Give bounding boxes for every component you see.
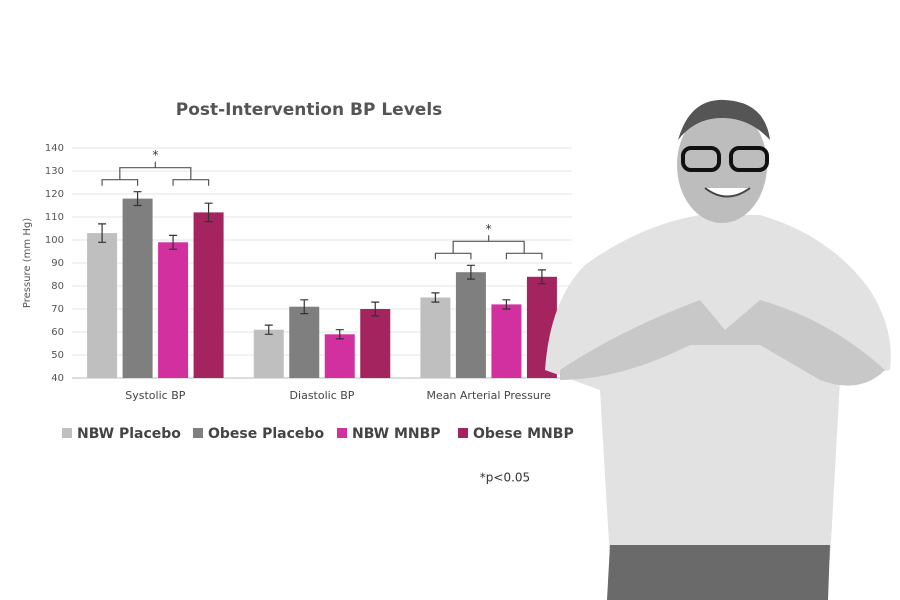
significance-mark: * bbox=[486, 222, 492, 236]
glasses-left bbox=[681, 146, 721, 172]
legend-swatch bbox=[458, 428, 468, 438]
bar bbox=[324, 334, 355, 378]
jeans bbox=[607, 545, 830, 600]
error-bar bbox=[466, 264, 475, 280]
error-bar bbox=[169, 234, 178, 250]
bar bbox=[360, 309, 391, 378]
error-bar bbox=[300, 299, 309, 315]
error-bar bbox=[335, 329, 344, 340]
hair bbox=[678, 99, 770, 140]
bar bbox=[122, 198, 153, 378]
legend-swatch bbox=[193, 428, 203, 438]
y-tick-label: 70 bbox=[51, 304, 64, 315]
legend-label: NBW Placebo bbox=[77, 426, 181, 442]
legend-label: Obese MNBP bbox=[473, 426, 574, 442]
error-bar bbox=[431, 292, 440, 303]
legend-label: NBW MNBP bbox=[352, 426, 441, 442]
legend-label: Obese Placebo bbox=[208, 426, 324, 442]
error-bar bbox=[537, 269, 546, 285]
significance-bracket bbox=[101, 161, 210, 186]
y-tick-label: 80 bbox=[51, 281, 64, 292]
x-tick-label: Mean Arterial Pressure bbox=[426, 389, 551, 402]
y-tick-label: 120 bbox=[45, 189, 64, 200]
bar bbox=[491, 304, 522, 378]
error-bar bbox=[502, 299, 511, 310]
y-tick-label: 130 bbox=[45, 166, 64, 177]
y-tick-label: 110 bbox=[45, 212, 64, 223]
error-bar bbox=[264, 324, 273, 335]
head bbox=[677, 107, 767, 223]
y-tick-label: 50 bbox=[51, 350, 64, 361]
bar bbox=[420, 297, 451, 378]
legend-swatch bbox=[62, 428, 72, 438]
bar bbox=[289, 306, 320, 378]
footnote: *p<0.05 bbox=[480, 471, 530, 485]
error-bar bbox=[133, 191, 142, 207]
bar bbox=[87, 233, 118, 378]
significance-mark: * bbox=[152, 148, 158, 162]
bar bbox=[158, 242, 189, 378]
bar bbox=[253, 329, 284, 378]
chart-title: Post-Intervention BP Levels bbox=[176, 100, 443, 120]
photo bbox=[545, 99, 891, 600]
error-bar bbox=[371, 301, 380, 317]
error-bar bbox=[204, 202, 213, 223]
y-tick-label: 60 bbox=[51, 327, 64, 338]
y-tick-label: 90 bbox=[51, 258, 64, 269]
error-bar bbox=[98, 223, 107, 243]
legend-swatch bbox=[337, 428, 347, 438]
x-tick-label: Systolic BP bbox=[125, 389, 185, 402]
bar bbox=[455, 272, 486, 378]
x-tick-label: Diastolic BP bbox=[290, 389, 355, 402]
shirt bbox=[545, 215, 891, 560]
y-tick-label: 140 bbox=[45, 143, 64, 154]
significance-bracket bbox=[434, 235, 543, 260]
y-tick-label: 40 bbox=[51, 373, 64, 384]
glasses-right bbox=[729, 146, 769, 172]
arms bbox=[560, 300, 885, 386]
y-tick-label: 100 bbox=[45, 235, 64, 246]
y-axis-label: Pressure (mm Hg) bbox=[22, 218, 33, 308]
smile bbox=[704, 187, 751, 198]
bar bbox=[193, 212, 224, 378]
